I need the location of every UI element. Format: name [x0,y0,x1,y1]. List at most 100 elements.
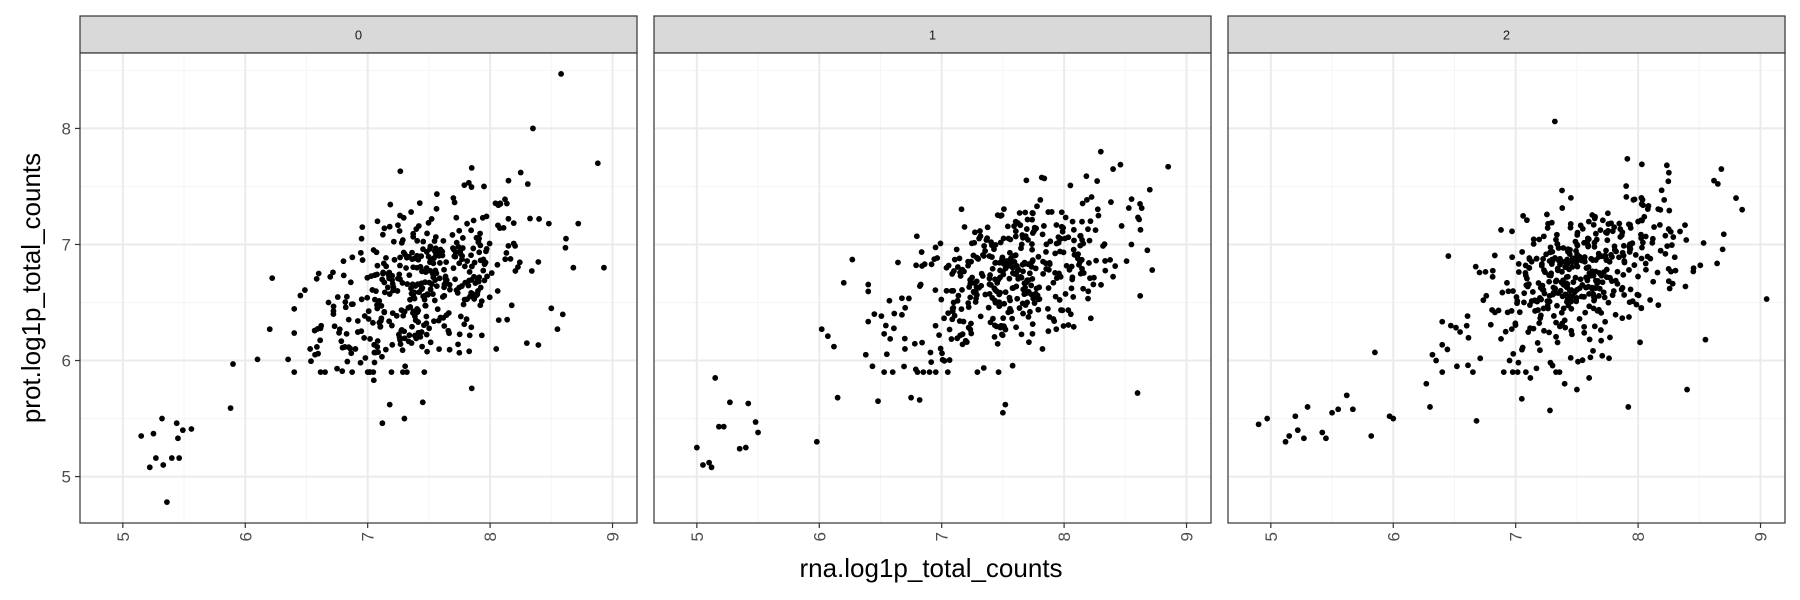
data-point [393,312,400,319]
data-point [999,409,1006,416]
data-point [365,316,372,322]
data-point [1587,354,1594,361]
data-point [1504,279,1510,286]
data-point [1016,305,1023,311]
data-point [1482,268,1489,275]
x-tick-label: 9 [604,532,623,541]
data-point [1564,293,1571,300]
data-point [394,288,401,294]
data-point [1165,163,1172,170]
data-point [1590,221,1597,228]
data-point [370,377,377,384]
data-point [1603,229,1609,236]
data-point [1594,278,1601,284]
data-point [1026,339,1032,346]
data-point [423,265,430,271]
data-point [345,316,352,323]
data-point [1137,226,1144,233]
data-point [1626,314,1632,320]
panel-border [79,52,638,524]
data-point [468,164,475,171]
data-point [902,304,909,311]
data-point [1564,248,1571,255]
x-tick-label: 5 [688,532,707,541]
data-point [450,265,457,272]
data-point [1603,247,1609,254]
data-point [431,238,438,244]
data-point [1553,319,1559,326]
data-point [972,288,979,295]
facet-strip [79,15,638,54]
data-point [895,259,901,266]
data-point [563,235,569,242]
data-point [386,223,393,230]
data-point [408,290,415,297]
data-point [1633,301,1640,308]
data-point [1093,257,1100,264]
data-point [1582,309,1589,316]
data-point [340,258,347,265]
data-point [920,369,927,376]
data-point [1052,269,1058,276]
data-point [1572,274,1579,281]
data-point [1595,250,1602,257]
data-point [948,336,955,342]
data-point [1677,228,1683,235]
data-point [1612,277,1619,284]
data-point [1573,386,1580,393]
data-point [1509,228,1515,235]
data-point [999,332,1006,339]
data-point [937,240,944,247]
data-point [1510,288,1516,294]
x-tick-label: 5 [1262,532,1281,541]
data-point [1146,186,1153,193]
panel-border [1227,52,1786,524]
data-point [445,327,452,334]
data-point [470,245,477,252]
data-point [361,335,368,341]
data-point [339,368,346,375]
data-point [1034,203,1040,210]
data-point [1684,386,1690,393]
data-point [322,369,328,376]
data-point [1509,369,1516,376]
data-point [1134,390,1141,396]
data-point [1571,289,1578,296]
data-point [1531,297,1538,304]
data-point [1025,236,1031,243]
data-point [1069,274,1076,281]
data-point [992,260,999,266]
data-point [974,255,981,262]
data-point [1553,333,1559,340]
data-point [317,337,324,344]
data-point [1439,318,1446,325]
data-point [558,70,565,77]
data-point [1349,406,1356,413]
x-tick-label: 7 [1507,532,1526,541]
x-tick-label: 8 [481,532,500,541]
data-point [1515,359,1522,366]
data-point [1056,297,1063,303]
y-tick-label: 8 [62,119,71,138]
data-point [1012,228,1019,235]
data-point [1014,295,1021,302]
data-point [1039,346,1046,352]
data-point [464,220,470,227]
data-point [1008,259,1015,266]
data-point [1638,194,1645,201]
data-point [493,346,500,352]
data-point [1576,253,1583,260]
data-point [974,369,981,376]
data-point [1664,243,1671,250]
data-point [955,292,962,299]
data-point [468,324,475,331]
data-point [1559,187,1565,194]
data-point [1137,200,1143,207]
data-point [1666,207,1673,214]
data-point [1060,323,1067,329]
data-point [1711,177,1717,184]
data-point [1739,206,1746,213]
data-point [1651,224,1657,230]
data-point [912,366,919,373]
data-point [1616,220,1623,227]
